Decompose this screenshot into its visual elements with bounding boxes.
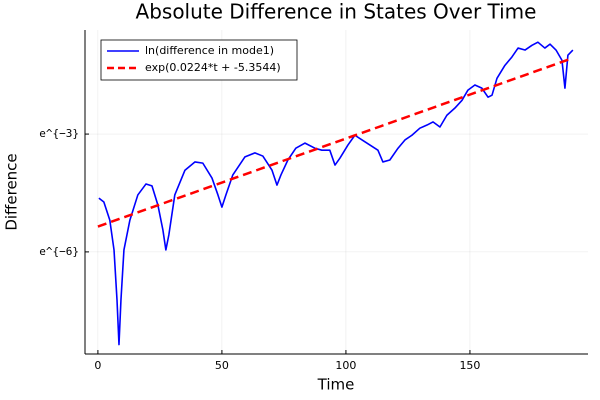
x-tick-label: 150: [459, 359, 480, 372]
legend-box: [100, 39, 298, 81]
y-tick-label: e^{−6}: [39, 245, 79, 258]
data-line: [97, 57, 573, 228]
y-tick-label: e^{−3}: [39, 127, 79, 140]
y-axis-label: Difference: [3, 153, 21, 230]
legend-label: ln(difference in mode1): [145, 44, 274, 57]
x-tick-label: 100: [335, 359, 356, 372]
x-axis-label: Time: [317, 376, 355, 394]
chart-title: Absolute Difference in States Over Time: [136, 0, 537, 24]
data-line: [98, 41, 574, 346]
x-tick-label: 50: [215, 359, 229, 372]
x-tick-label: 0: [94, 359, 101, 372]
legend-label: exp(0.0224*t + -5.3544): [145, 61, 281, 74]
